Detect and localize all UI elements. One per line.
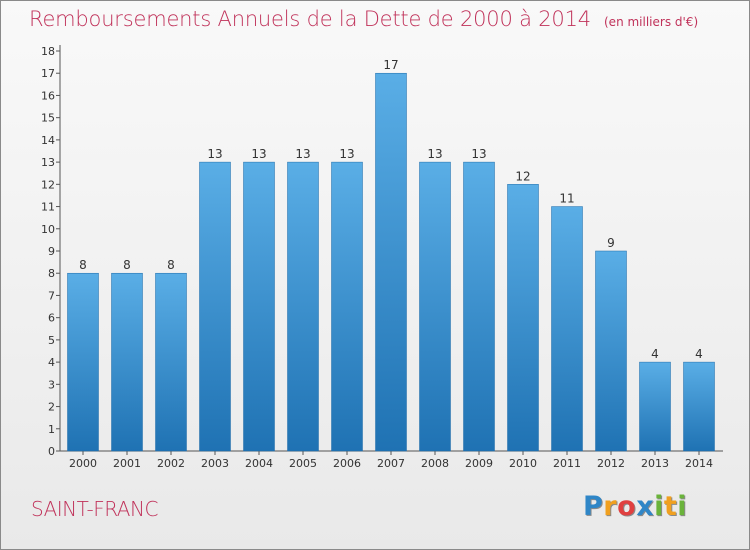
y-tick-label: 17 — [41, 67, 55, 80]
data-label-2013: 4 — [651, 347, 659, 361]
x-tick-labels: 2000 2001 2002 2003 2004 2005 2006 2007 2008 2009… — [69, 457, 713, 470]
bar-2003 — [199, 161, 231, 452]
x-tick-label-2002: 2002 — [157, 457, 185, 470]
y-tick-label: 10 — [41, 223, 55, 236]
data-labels: 8 8 8 13 13 13 13 17 13 13 12 11 9 4 4 — [79, 58, 703, 361]
bar-2006 — [331, 161, 363, 452]
data-label-2009: 13 — [471, 147, 486, 161]
y-tick-label: 7 — [48, 289, 55, 302]
data-label-2010: 12 — [515, 169, 530, 183]
bar-2001 — [111, 272, 143, 452]
y-tick-label: 1 — [48, 423, 55, 436]
bar-2008 — [419, 161, 451, 452]
y-tick-label: 4 — [48, 356, 55, 369]
x-tick-label-2005: 2005 — [289, 457, 317, 470]
bar-2000 — [67, 272, 99, 452]
y-tick-label: 6 — [48, 312, 55, 325]
y-tick-label: 11 — [41, 201, 55, 214]
y-tick-label: 15 — [41, 112, 55, 125]
chart-subtitle: (en milliers d'€) — [604, 15, 699, 29]
bar-2012 — [595, 250, 627, 452]
bar-2010 — [507, 184, 539, 452]
data-label-2006: 13 — [339, 147, 354, 161]
bar-2011 — [551, 206, 583, 452]
y-tick-label: 12 — [41, 178, 55, 191]
data-label-2007: 17 — [383, 58, 398, 72]
commune-name: SAINT-FRANC — [31, 497, 158, 521]
bar-2007 — [375, 72, 407, 452]
data-label-2012: 9 — [607, 236, 615, 250]
y-tick-label: 2 — [48, 401, 55, 414]
y-tick-label: 18 — [41, 45, 55, 58]
y-tick-label: 3 — [48, 378, 55, 391]
x-tick-label-2001: 2001 — [113, 457, 141, 470]
x-tick-label-2011: 2011 — [553, 457, 581, 470]
bars — [67, 72, 715, 452]
x-tick-label-2000: 2000 — [69, 457, 97, 470]
x-tick-label-2008: 2008 — [421, 457, 449, 470]
y-tick-label: 14 — [41, 134, 55, 147]
bar-2005 — [287, 161, 319, 452]
bar-2002 — [155, 272, 187, 452]
x-tick-label-2004: 2004 — [245, 457, 273, 470]
x-tick-label-2009: 2009 — [465, 457, 493, 470]
bar-2004 — [243, 161, 275, 452]
x-tick-label-2010: 2010 — [509, 457, 537, 470]
data-label-2004: 13 — [251, 147, 266, 161]
y-tick-label: 5 — [48, 334, 55, 347]
x-tick-label-2014: 2014 — [685, 457, 713, 470]
data-label-2008: 13 — [427, 147, 442, 161]
x-tick-label-2003: 2003 — [201, 457, 229, 470]
chart-title: Remboursements Annuels de la Dette de 20… — [29, 7, 591, 31]
data-label-2001: 8 — [123, 258, 131, 272]
title-row: Remboursements Annuels de la Dette de 20… — [29, 7, 698, 31]
bar-2013 — [639, 361, 671, 452]
data-label-2014: 4 — [695, 347, 703, 361]
x-tick-label-2013: 2013 — [641, 457, 669, 470]
data-label-2000: 8 — [79, 258, 87, 272]
bar-2014 — [683, 361, 715, 452]
y-tick-label: 16 — [41, 89, 55, 102]
x-tick-label-2006: 2006 — [333, 457, 361, 470]
x-tick-label-2007: 2007 — [377, 457, 405, 470]
data-label-2002: 8 — [167, 258, 175, 272]
bar-2009 — [463, 161, 495, 452]
y-tick-label: 9 — [48, 245, 55, 258]
data-label-2003: 13 — [207, 147, 222, 161]
data-label-2011: 11 — [559, 192, 574, 206]
proxiti-logo: Proxiti — [583, 491, 688, 522]
y-tick-label: 13 — [41, 156, 55, 169]
x-tick-label-2012: 2012 — [597, 457, 625, 470]
y-tick-label: 8 — [48, 267, 55, 280]
y-tick-label: 0 — [48, 445, 55, 458]
data-label-2005: 13 — [295, 147, 310, 161]
